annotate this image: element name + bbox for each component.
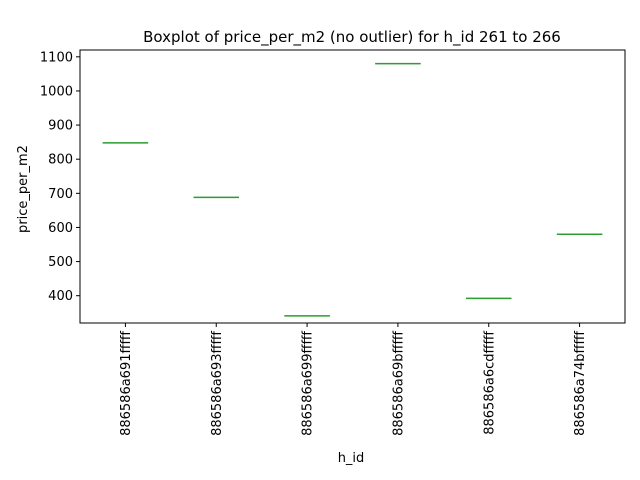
x-tick-label: 886586a693fffff: [210, 331, 225, 436]
y-tick-label: 400: [48, 289, 73, 304]
y-tick-label: 500: [48, 255, 73, 270]
chart-title: Boxplot of price_per_m2 (no outlier) for…: [143, 28, 561, 47]
plot-area: 400 500 600 700 800 900 1000 1100 886586a691ffff…: [40, 50, 603, 436]
x-tick-label: 886586a699fffff: [301, 331, 316, 436]
y-tick-label: 1100: [40, 50, 73, 65]
y-tick-label: 900: [48, 119, 73, 134]
y-tick-label: 1000: [40, 84, 73, 99]
y-tick-label: 800: [48, 153, 73, 168]
x-tick-label: 886586a6cdfffff: [482, 331, 497, 435]
x-tick-label: 886586a69bfffff: [391, 331, 406, 436]
x-tick-label: 886586a691fffff: [119, 331, 134, 436]
x-axis-title: h_id: [338, 451, 365, 466]
y-tick-label: 600: [48, 221, 73, 236]
y-axis-title: price_per_m2: [16, 145, 31, 233]
x-tick-label: 886586a74bfffff: [573, 331, 588, 436]
axes-frame: [79, 49, 626, 324]
y-tick-label: 700: [48, 187, 73, 202]
